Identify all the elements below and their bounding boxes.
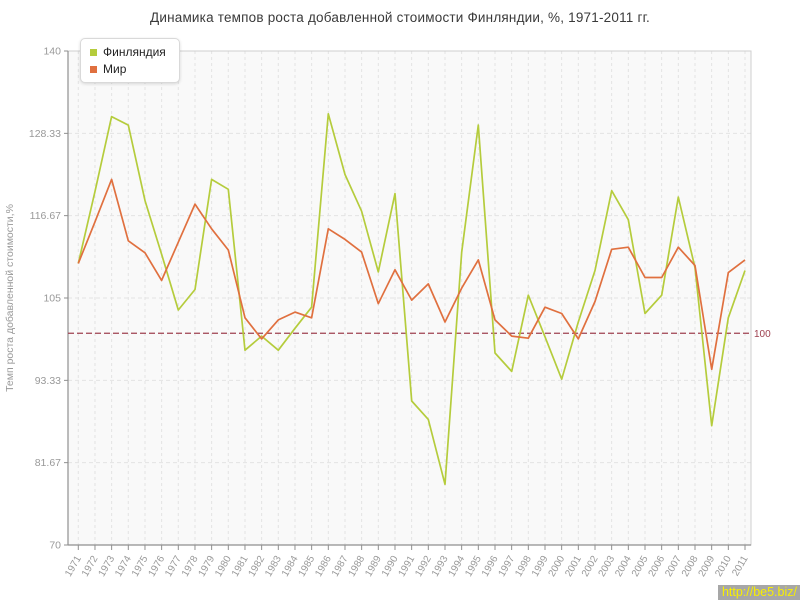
y-tick-label: 105: [43, 293, 61, 305]
y-tick-label: 128.33: [29, 128, 61, 140]
x-axis-labels: 1971197219731974197519761977197819791980…: [63, 545, 751, 579]
watermark-link[interactable]: http://be5.biz/: [717, 585, 800, 600]
legend: Финляндия Мир: [80, 38, 180, 83]
y-tick-label: 81.67: [35, 457, 61, 469]
reference-line-label: 100: [754, 329, 771, 340]
series-line-finland: [77, 112, 746, 486]
y-tick-label: 140: [43, 46, 61, 58]
y-tick-label: 70: [49, 540, 61, 552]
y-axis-labels: 140 128.33 116.67 105 93.33 81.67 70: [29, 46, 68, 552]
legend-item-world: Мир: [90, 62, 166, 76]
series-line-world: [77, 178, 746, 371]
y-axis-title: Темп роста добавленной стоимости,%: [4, 204, 16, 392]
legend-label-finland: Финляндия: [103, 45, 166, 59]
legend-label-world: Мир: [103, 62, 127, 76]
plot-area: [68, 51, 751, 545]
legend-swatch-finland: [90, 48, 97, 56]
x-tick-label: 2010: [713, 554, 734, 579]
x-tick-label: 2011: [730, 554, 750, 579]
y-tick-label: 116.67: [30, 210, 61, 222]
legend-swatch-world: [90, 65, 97, 73]
chart-title: Динамика темпов роста добавленной стоимо…: [150, 10, 650, 25]
y-tick-label: 93.33: [35, 375, 61, 387]
legend-item-finland: Финляндия: [90, 45, 166, 59]
